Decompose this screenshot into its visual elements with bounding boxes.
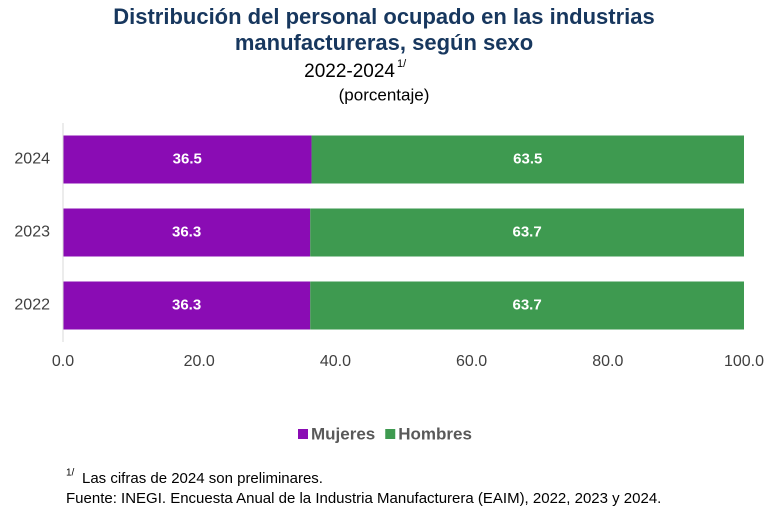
- data-label: 36.3: [172, 223, 201, 240]
- x-tick-label: 100.0: [724, 353, 764, 370]
- legend-label: Mujeres: [311, 424, 375, 443]
- data-label: 63.7: [512, 223, 541, 240]
- x-tick-label: 20.0: [184, 353, 215, 370]
- x-tick-label: 0.0: [52, 353, 74, 370]
- legend-swatch: [298, 429, 308, 439]
- bar-segment: [63, 208, 311, 257]
- bar-segment: [311, 135, 744, 184]
- y-tick-label: 2022: [14, 297, 50, 314]
- data-label: 36.5: [173, 150, 202, 167]
- data-label: 63.5: [513, 150, 542, 167]
- chart-title: Distribución del personal ocupado en las…: [113, 4, 655, 55]
- footnote: Las cifras de 2024 son preliminares.: [82, 470, 323, 487]
- bar-segment: [63, 135, 312, 184]
- source: Fuente: INEGI. Encuesta Anual de la Indu…: [66, 490, 661, 507]
- subtitle: 2022-2024: [304, 61, 395, 82]
- bar-segment: [310, 208, 744, 257]
- footnote-marker: 1/: [66, 468, 75, 479]
- bar-segment: [63, 281, 311, 330]
- x-tick-label: 40.0: [320, 353, 351, 370]
- x-tick-label: 60.0: [456, 353, 487, 370]
- x-tick-label: 80.0: [592, 353, 623, 370]
- legend-label: Hombres: [398, 424, 472, 443]
- y-tick-label: 2024: [14, 151, 50, 168]
- data-label: 63.7: [512, 296, 541, 313]
- data-label: 36.3: [172, 296, 201, 313]
- subtitle-superscript: 1/: [397, 58, 407, 70]
- bar-segment: [310, 281, 744, 330]
- legend-swatch: [385, 429, 396, 439]
- y-tick-label: 2023: [14, 224, 50, 241]
- unit-note: (porcentaje): [339, 85, 430, 104]
